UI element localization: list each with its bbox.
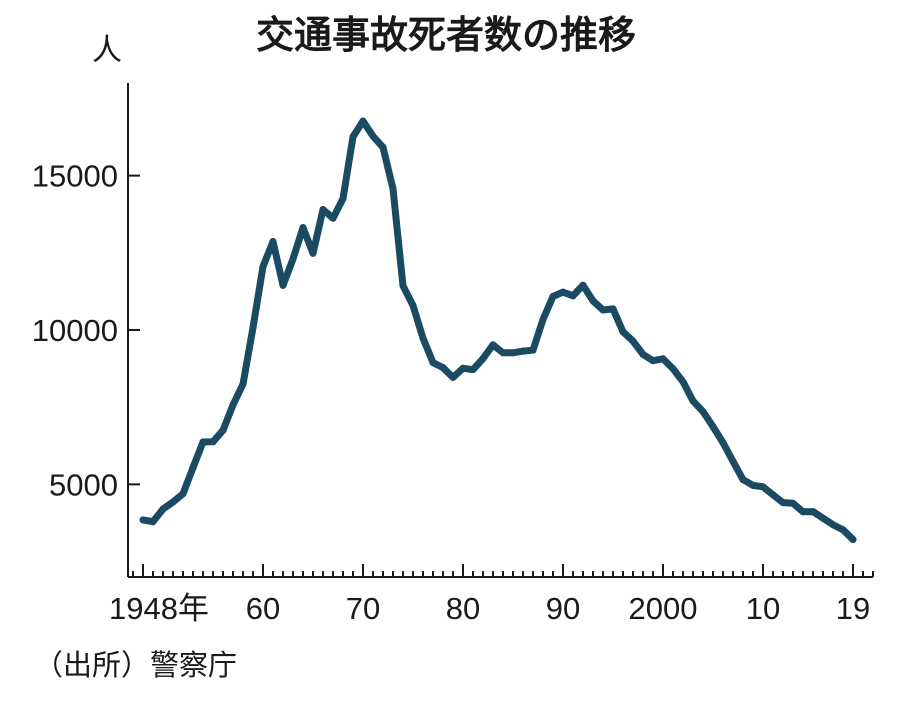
x-tick-label: 2000: [629, 591, 698, 626]
data-point-1981: [469, 366, 477, 374]
data-point-1955: [209, 438, 217, 446]
data-point-1980: [459, 364, 467, 372]
data-point-1964: [299, 224, 307, 232]
data-point-1997: [629, 337, 637, 345]
data-point-1970: [359, 117, 367, 125]
data-point-1956: [219, 426, 227, 434]
x-tick-label: 10: [746, 591, 780, 626]
data-point-1966: [319, 205, 327, 213]
data-point-2017: [829, 521, 837, 529]
data-point-2015: [809, 508, 817, 516]
data-point-1968: [339, 195, 347, 203]
x-tick-label: 90: [546, 591, 580, 626]
data-point-2008: [739, 476, 747, 484]
data-point-2009: [749, 481, 757, 489]
data-point-1972: [379, 143, 387, 151]
data-point-2011: [769, 491, 777, 499]
data-point-1988: [539, 315, 547, 323]
data-point-1978: [439, 364, 447, 372]
data-points: [139, 117, 857, 543]
x-tick-label: 80: [446, 591, 480, 626]
y-axis-unit: 人: [92, 33, 122, 68]
data-point-1949: [149, 518, 157, 526]
data-point-1957: [229, 401, 237, 409]
x-tick-label: 60: [246, 591, 280, 626]
data-point-1976: [419, 334, 427, 342]
data-point-1991: [569, 292, 577, 300]
data-point-1987: [529, 346, 537, 354]
data-point-1990: [559, 288, 567, 296]
x-axis-ticks: 1948年 60 70 80 90 2000 10 19: [109, 564, 874, 626]
data-point-1974: [399, 282, 407, 290]
data-point-1977: [429, 359, 437, 367]
data-point-1999: [649, 357, 657, 365]
data-point-1953: [189, 464, 197, 472]
data-point-1983: [489, 341, 497, 349]
data-point-2004: [699, 408, 707, 416]
data-point-1961: [269, 238, 277, 246]
x-tick-label: 70: [346, 591, 380, 626]
data-point-1982: [479, 355, 487, 363]
data-point-1963: [289, 255, 297, 263]
data-point-1984: [499, 349, 507, 357]
data-point-1993: [589, 297, 597, 305]
data-point-1985: [509, 349, 517, 357]
data-point-2012: [779, 499, 787, 507]
data-point-2006: [719, 439, 727, 447]
data-point-1959: [249, 324, 257, 332]
x-tick-label: 1948年: [109, 591, 209, 626]
data-point-2001: [669, 365, 677, 373]
data-point-1962: [279, 281, 287, 289]
data-point-1960: [259, 263, 267, 271]
data-point-1994: [599, 306, 607, 314]
data-point-2003: [689, 397, 697, 405]
data-point-2016: [819, 514, 827, 522]
source-note: （出所）警察庁: [34, 648, 237, 682]
data-point-2019: [849, 535, 857, 543]
data-point-1958: [239, 380, 247, 388]
data-point-1951: [169, 498, 177, 506]
data-point-1967: [329, 214, 337, 222]
data-point-2000: [659, 355, 667, 363]
data-point-1954: [199, 438, 207, 446]
data-point-1992: [579, 281, 587, 289]
data-point-1995: [609, 305, 617, 313]
data-point-2018: [839, 526, 847, 534]
y-axis-ticks: 5000 10000 15000: [32, 159, 140, 502]
data-point-2014: [799, 508, 807, 516]
data-point-1979: [449, 373, 457, 381]
data-point-1975: [409, 302, 417, 310]
y-tick-label: 5000: [49, 467, 118, 502]
series-line-traffic-deaths: [139, 117, 857, 543]
data-point-1989: [549, 292, 557, 300]
data-point-1998: [639, 350, 647, 358]
data-point-2007: [729, 457, 737, 465]
data-point-1965: [309, 249, 317, 257]
data-point-1986: [519, 347, 527, 355]
data-point-2010: [759, 483, 767, 491]
chart-title: 交通事故死者数の推移: [256, 13, 636, 57]
data-point-1950: [159, 505, 167, 513]
data-point-1948: [139, 516, 147, 524]
data-point-1996: [619, 328, 627, 336]
data-point-2002: [679, 378, 687, 386]
data-point-1969: [349, 133, 357, 141]
data-point-2005: [709, 423, 717, 431]
x-tick-label: 19: [836, 591, 870, 626]
data-point-1973: [389, 185, 397, 193]
y-tick-label: 15000: [32, 159, 118, 194]
data-point-1971: [369, 132, 377, 140]
data-point-2013: [789, 499, 797, 507]
y-tick-label: 10000: [32, 313, 118, 348]
data-point-1952: [179, 490, 187, 498]
